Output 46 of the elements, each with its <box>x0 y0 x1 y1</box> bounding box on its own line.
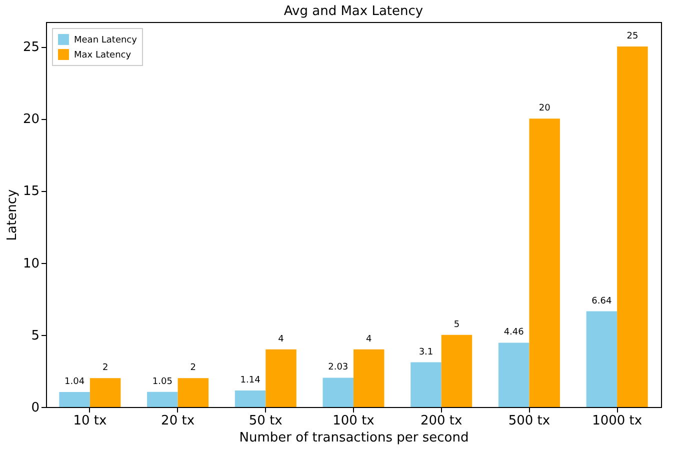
y-tick-label: 20 <box>22 112 40 128</box>
bar <box>147 392 178 407</box>
bar <box>322 378 354 407</box>
data-label: 1.14 <box>240 376 261 386</box>
data-label: 5 <box>454 320 460 330</box>
data-label: 4 <box>278 334 284 344</box>
bar <box>441 334 472 407</box>
bar <box>410 362 442 407</box>
data-label: 25 <box>626 32 638 42</box>
data-label: 3.1 <box>418 347 434 358</box>
bar <box>617 46 648 407</box>
y-axis-title: Latency <box>4 189 20 241</box>
bar <box>234 390 266 407</box>
data-label: 20 <box>538 104 551 114</box>
x-tick-label: 200 tx <box>420 414 463 428</box>
x-tick-label: 1000 tx <box>592 414 642 428</box>
bar <box>354 349 384 407</box>
bar <box>90 378 121 407</box>
y-tick-label: 15 <box>22 184 40 200</box>
bar <box>59 392 90 407</box>
data-label: 6.64 <box>592 296 612 306</box>
x-tick-label: 100 tx <box>332 414 375 428</box>
y-tick-label: 5 <box>31 328 40 344</box>
bar <box>529 118 560 407</box>
data-label: 4.46 <box>504 328 524 338</box>
x-axis-title: Number of transactions per second <box>239 430 469 446</box>
y-tick-label: 10 <box>22 256 40 272</box>
x-tick-label: 10 tx <box>73 414 107 428</box>
data-label: 1.04 <box>64 377 85 388</box>
bar <box>586 311 618 407</box>
x-tick-label: 500 tx <box>508 414 550 428</box>
chart-title: Avg and Max Latency <box>284 4 424 19</box>
y-tick-label: 25 <box>22 40 40 56</box>
bar <box>266 349 296 407</box>
x-tick-label: 50 tx <box>248 414 283 428</box>
data-label: 2 <box>102 363 108 374</box>
data-label: 2.03 <box>328 362 348 373</box>
legend-label: Max Latency <box>74 50 132 60</box>
bar <box>498 342 530 407</box>
x-tick-label: 20 tx <box>161 414 195 428</box>
legend-label: Mean Latency <box>74 36 138 46</box>
bar <box>178 378 209 407</box>
data-label: 1.05 <box>152 376 172 387</box>
data-label: 2 <box>190 363 196 374</box>
y-tick-label: 0 <box>31 400 40 416</box>
data-label: 4 <box>366 334 372 344</box>
